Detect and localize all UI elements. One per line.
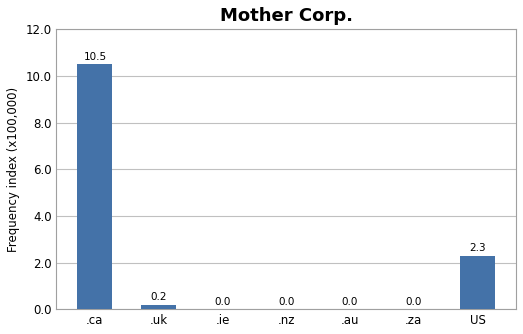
Bar (77, 64, 112, 309)
Title: Mother Corp.: Mother Corp. (220, 7, 353, 25)
Text: 0.0: 0.0 (214, 297, 231, 307)
Text: 0.2: 0.2 (151, 292, 167, 302)
Bar (141, 305, 176, 309)
Text: 10.5: 10.5 (83, 52, 107, 62)
Y-axis label: Frequency index (x100,000): Frequency index (x100,000) (7, 87, 20, 252)
Text: 0.0: 0.0 (406, 297, 422, 307)
Text: 2.3: 2.3 (469, 243, 486, 253)
Text: 0.0: 0.0 (278, 297, 294, 307)
Bar (460, 256, 495, 309)
Text: 0.0: 0.0 (342, 297, 358, 307)
